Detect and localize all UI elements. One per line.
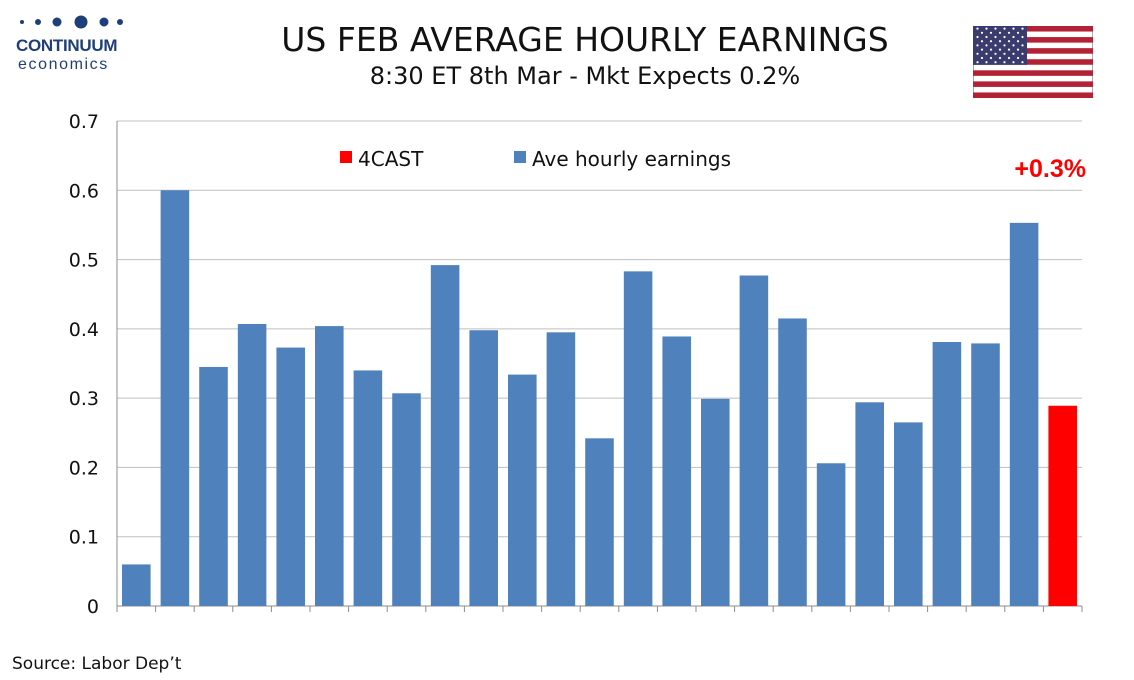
y-tick-label: 0 [87, 596, 99, 618]
legend-swatch [514, 151, 526, 163]
source-note: Source: Labor Dep’t [12, 654, 182, 674]
bar-earnings [315, 326, 344, 606]
bar-earnings [122, 564, 151, 606]
bar-earnings [971, 343, 1000, 606]
bar-earnings [469, 330, 498, 606]
bar-forecast [1048, 405, 1077, 606]
bar-earnings [1009, 222, 1039, 606]
chart-title: US FEB AVERAGE HOURLY EARNINGS [281, 20, 889, 59]
annotation-layer: +0.3% [1014, 155, 1086, 183]
bar-earnings [199, 366, 228, 606]
bar-earnings [276, 347, 305, 606]
bar-earnings [430, 265, 460, 606]
legend-swatch [340, 151, 352, 163]
y-tick-label: 0.6 [69, 180, 99, 202]
bar-earnings [855, 402, 884, 606]
bar-earnings [623, 271, 653, 606]
bar-earnings [701, 398, 730, 606]
chart-subtitle: 8:30 ET 8th Mar - Mkt Expects 0.2% [369, 62, 801, 90]
bar-earnings [932, 342, 962, 606]
y-tick-label: 0.2 [69, 457, 99, 479]
legend-label: Ave hourly earnings [532, 147, 731, 171]
logo-name: CONTINUUM [16, 36, 118, 55]
bar-earnings [508, 374, 537, 606]
bar-earnings [546, 332, 576, 606]
bar-earnings [585, 438, 614, 606]
y-tick-label: 0.7 [69, 111, 99, 133]
bar-earnings [392, 393, 421, 606]
bar-earnings [237, 324, 267, 606]
legend-label: 4CAST [358, 147, 424, 171]
bar-earnings [353, 370, 383, 606]
bar-earnings [778, 318, 807, 606]
legend: 4CAST Ave hourly earnings [340, 147, 731, 171]
bar-earnings [739, 275, 769, 606]
us-flag-icon [973, 26, 1093, 98]
bar-earnings [816, 463, 846, 606]
bar-earnings [662, 336, 691, 606]
y-tick-label: 0.3 [69, 388, 99, 410]
forecast-annotation: +0.3% [1014, 155, 1086, 183]
bar-earnings [160, 190, 190, 607]
y-tick-label: 0.1 [69, 527, 99, 549]
logo-sub: economics [18, 56, 109, 73]
y-tick-label: 0.5 [69, 250, 99, 272]
bar-layer [122, 190, 1077, 607]
bar-earnings [894, 422, 923, 606]
bar-chart: 0 0.1 0.2 0.3 0.4 0.5 0.6 0.7 4CAST Ave hourly e… [69, 111, 1086, 618]
logo-dots-icon [20, 15, 123, 29]
y-tick-label: 0.4 [69, 319, 99, 341]
